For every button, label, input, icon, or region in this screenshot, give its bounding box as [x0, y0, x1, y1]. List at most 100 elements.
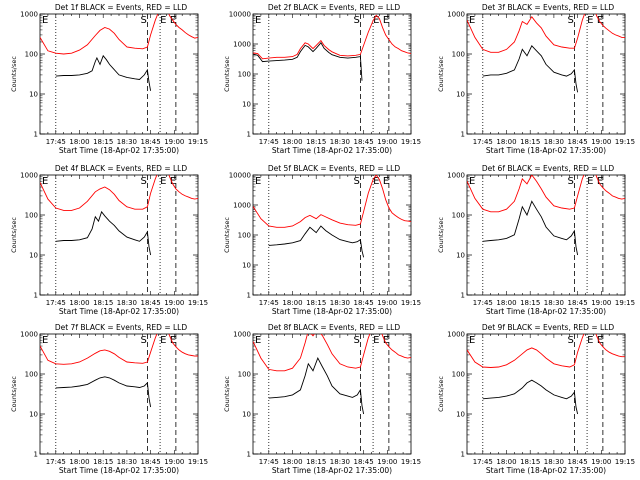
panel-title: Det 6f BLACK = Events, RED = LLD — [482, 164, 615, 173]
x-tick-label: 19:15 — [188, 299, 208, 307]
panel-title: Det 2f BLACK = Events, RED = LLD — [268, 3, 401, 12]
event-marker-label: E — [160, 335, 166, 346]
y-axis-label: Counts/sec — [223, 56, 231, 92]
panel-title: Det 5f BLACK = Events, RED = LLD — [268, 164, 401, 173]
x-tick-label: 18:15 — [93, 299, 113, 307]
x-tick-label: 17:45 — [46, 138, 66, 146]
plot-frame — [466, 333, 626, 455]
events-series-line — [268, 225, 365, 258]
x-tick-label: 19:00 — [164, 299, 184, 307]
y-axis-label: Counts/sec — [437, 376, 445, 412]
lld-series-line — [253, 14, 411, 60]
event-marker-label: E — [160, 15, 166, 26]
plot-frame — [252, 333, 412, 455]
x-tick-label: 18:30 — [544, 458, 564, 466]
y-tick-label: 10 — [242, 262, 251, 270]
x-tick-label: 18:15 — [520, 138, 540, 146]
panel-det-7f: Det 7f BLACK = Events, RED = LLD 1 10 100 10… — [10, 323, 208, 475]
events-series-line — [55, 54, 152, 91]
panel-title: Det 4f BLACK = Events, RED = LLD — [55, 164, 188, 173]
panel-title: Det 1f BLACK = Events, RED = LLD — [55, 3, 188, 12]
lld-series-line — [467, 334, 625, 368]
events-series-line — [482, 379, 579, 415]
y-tick-label: 1 — [461, 451, 465, 459]
event-marker-label: E — [383, 15, 389, 26]
event-marker-label: E — [255, 335, 261, 346]
x-axis-label: Start Time (18-Apr-02 17:35:00) — [486, 146, 606, 155]
lld-series-line — [40, 334, 198, 365]
events-series-line — [482, 45, 579, 93]
y-tick-label: 1000 — [20, 11, 38, 19]
x-tick-label: 17:45 — [46, 299, 66, 307]
y-tick-label: 10 — [456, 91, 465, 99]
event-marker-label: E — [373, 15, 379, 26]
x-tick-label: 19:00 — [377, 299, 397, 307]
event-marker-label: E — [383, 335, 389, 346]
y-tick-label: 1 — [247, 292, 251, 300]
x-tick-label: 19:00 — [377, 138, 397, 146]
y-tick-label: 1 — [34, 292, 38, 300]
x-tick-label: 18:15 — [520, 299, 540, 307]
x-axis-label: Start Time (18-Apr-02 17:35:00) — [272, 307, 392, 316]
event-marker-label: E — [469, 15, 475, 26]
x-tick-label: 19:00 — [164, 458, 184, 466]
event-marker-label: E — [597, 335, 603, 346]
x-tick-label: 18:00 — [496, 458, 516, 466]
panel-det-2f: Det 2f BLACK = Events, RED = LLD 1 10 100 10… — [223, 3, 421, 155]
x-tick-label: 18:00 — [496, 138, 516, 146]
x-tick-label: 18:45 — [354, 458, 374, 466]
event-marker-label: S — [140, 15, 146, 26]
x-tick-label: 17:45 — [259, 299, 279, 307]
x-tick-label: 19:00 — [591, 299, 611, 307]
event-marker-label: E — [373, 335, 379, 346]
event-marker-label: E — [160, 176, 166, 187]
y-tick-label: 1000 — [233, 331, 251, 339]
y-tick-label: 1 — [34, 131, 38, 139]
event-marker-label: E — [255, 176, 261, 187]
x-tick-label: 17:45 — [473, 138, 493, 146]
x-tick-label: 18:30 — [330, 458, 350, 466]
event-marker-label: E — [469, 176, 475, 187]
event-marker-label: S — [567, 15, 573, 26]
event-marker-label: E — [42, 176, 48, 187]
x-tick-label: 18:00 — [69, 458, 89, 466]
events-series-line — [55, 376, 152, 408]
x-axis-label: Start Time (18-Apr-02 17:35:00) — [59, 307, 179, 316]
x-axis-label: Start Time (18-Apr-02 17:35:00) — [272, 146, 392, 155]
y-tick-label: 10000 — [229, 11, 251, 19]
x-tick-label: 18:00 — [282, 458, 302, 466]
x-tick-label: 18:30 — [544, 138, 564, 146]
y-tick-label: 1000 — [233, 202, 251, 210]
x-tick-label: 19:15 — [401, 458, 421, 466]
x-tick-label: 18:15 — [306, 299, 326, 307]
x-tick-label: 18:45 — [568, 299, 588, 307]
events-series-line — [268, 357, 365, 415]
x-tick-label: 18:45 — [354, 299, 374, 307]
x-tick-label: 18:30 — [330, 138, 350, 146]
x-tick-label: 19:15 — [401, 299, 421, 307]
lld-series-line — [40, 14, 198, 55]
y-tick-label: 10 — [242, 411, 251, 419]
x-tick-label: 19:15 — [401, 138, 421, 146]
x-axis-label: Start Time (18-Apr-02 17:35:00) — [59, 466, 179, 475]
x-tick-label: 18:15 — [93, 138, 113, 146]
y-tick-label: 1 — [247, 451, 251, 459]
x-tick-label: 18:30 — [330, 299, 350, 307]
x-tick-label: 19:00 — [591, 138, 611, 146]
y-tick-label: 10 — [456, 411, 465, 419]
y-tick-label: 10 — [456, 252, 465, 260]
panel-title: Det 9f BLACK = Events, RED = LLD — [482, 323, 615, 332]
events-series-line — [55, 210, 152, 256]
event-marker-label: E — [383, 176, 389, 187]
y-tick-label: 100 — [452, 51, 465, 59]
x-tick-label: 18:45 — [568, 458, 588, 466]
event-marker-label: E — [469, 335, 475, 346]
y-tick-label: 10 — [242, 101, 251, 109]
event-marker-label: E — [597, 176, 603, 187]
y-tick-label: 100 — [452, 212, 465, 220]
panel-title: Det 3f BLACK = Events, RED = LLD — [482, 3, 615, 12]
x-tick-label: 18:45 — [141, 458, 161, 466]
plot-frame — [39, 13, 199, 135]
x-tick-label: 18:15 — [520, 458, 540, 466]
